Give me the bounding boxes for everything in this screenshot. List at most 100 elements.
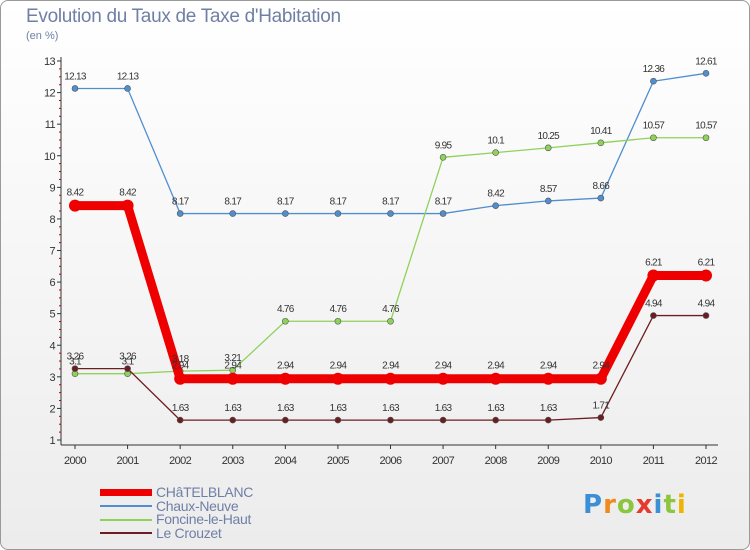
logo-letter: x [635,490,654,520]
data-label: 1.63 [435,403,453,414]
x-tick-label: 2009 [537,455,560,467]
data-point [387,210,394,217]
data-label: 1.71 [592,401,610,412]
data-point [700,269,712,282]
data-label: 3.1 [122,357,135,368]
data-point [334,317,342,325]
data-label: 3.26 [119,352,137,363]
legend-swatch [100,489,152,497]
logo-letter: i [653,490,664,520]
data-label: 3.1 [69,357,82,368]
data-label: 2.94 [172,361,190,372]
data-point [489,372,502,385]
logo-letter: r [603,490,617,520]
series-0 [69,199,712,385]
data-point [650,77,657,85]
data-label: 4.94 [645,299,663,310]
x-tick-label: 2004 [274,455,297,467]
legend-label: Chaux-Neuve [156,497,239,514]
data-point [282,317,289,325]
data-point [702,312,710,319]
data-label: 6.21 [645,257,663,268]
data-label: 2.94 [435,361,453,372]
data-point [121,199,134,212]
y-tick-label: 10 [44,151,56,163]
data-point [226,372,239,385]
legend-item: Chaux-Neuve [100,497,253,514]
y-tick-label: 5 [49,309,55,321]
data-point [492,149,499,156]
data-point [229,210,237,217]
legend-label: Foncine-le-Haut [156,511,252,528]
data-point [439,154,447,161]
data-point [650,312,657,319]
data-point [71,85,79,92]
x-tick-label: 2011 [643,455,665,467]
data-point [331,372,344,385]
logo-letter: i [676,490,687,520]
legend-label: Le Crouzet [156,524,222,541]
series-1 [71,70,710,217]
chart-subtitle: (en %) [26,30,59,42]
data-point [597,194,605,202]
data-point [387,317,394,325]
data-label: 8.66 [592,181,610,192]
data-point [597,139,605,147]
data-point [174,372,187,385]
x-tick-label: 2006 [379,455,402,467]
legend-item: CHâTELBLANC [100,485,253,500]
data-point [542,372,555,385]
data-point [597,414,605,421]
data-point [71,365,79,372]
y-tick-label: 2 [49,403,55,415]
x-tick-label: 2012 [695,455,718,467]
data-point [594,372,607,385]
data-label: 12.36 [643,64,666,75]
x-tick-label: 2002 [169,455,192,467]
data-label: 1.63 [224,403,242,414]
data-point [702,70,710,77]
data-label: 8.17 [224,197,242,208]
logo-letter: t [663,490,677,520]
data-label: 1.63 [330,403,348,414]
data-point [176,416,184,424]
y-tick-label: 3 [49,372,55,384]
data-label: 10.41 [590,126,613,137]
data-label: 8.17 [382,197,400,208]
data-label: 4.76 [277,304,295,315]
data-label: 8.17 [277,197,295,208]
logo-letter: o [616,490,636,520]
data-point [124,85,131,92]
y-tick-label: 7 [49,246,55,258]
y-tick-label: 11 [45,119,56,131]
series-3 [71,312,710,424]
data-point [229,416,237,424]
x-tick-label: 2001 [117,455,140,467]
legend-swatch [100,532,152,535]
data-label: 4.76 [330,304,348,315]
data-label: 2.94 [540,361,558,372]
data-label: 3.26 [67,352,85,363]
data-label: 3.18 [172,354,190,365]
data-label: 10.57 [643,121,666,132]
data-point [279,372,292,385]
data-label: 2.94 [330,361,348,372]
data-point [544,197,552,205]
legend-swatch [100,518,152,521]
data-label: 1.63 [540,403,558,414]
data-label: 4.76 [382,304,400,315]
data-point [492,416,499,424]
data-label: 3.21 [224,353,242,364]
data-label: 8.42 [119,188,137,199]
x-tick-label: 2005 [327,455,350,467]
data-label: 4.94 [698,299,716,310]
series-line [75,201,706,384]
y-tick-label: 6 [49,277,55,289]
data-label: 10.25 [537,131,560,142]
data-point [544,416,552,424]
data-point [439,416,447,424]
x-tick-label: 2010 [590,455,613,467]
data-point [544,144,552,152]
chart-legend: CHâTELBLANC Chaux-Neuve Foncine-le-Haut Le … [100,485,253,541]
